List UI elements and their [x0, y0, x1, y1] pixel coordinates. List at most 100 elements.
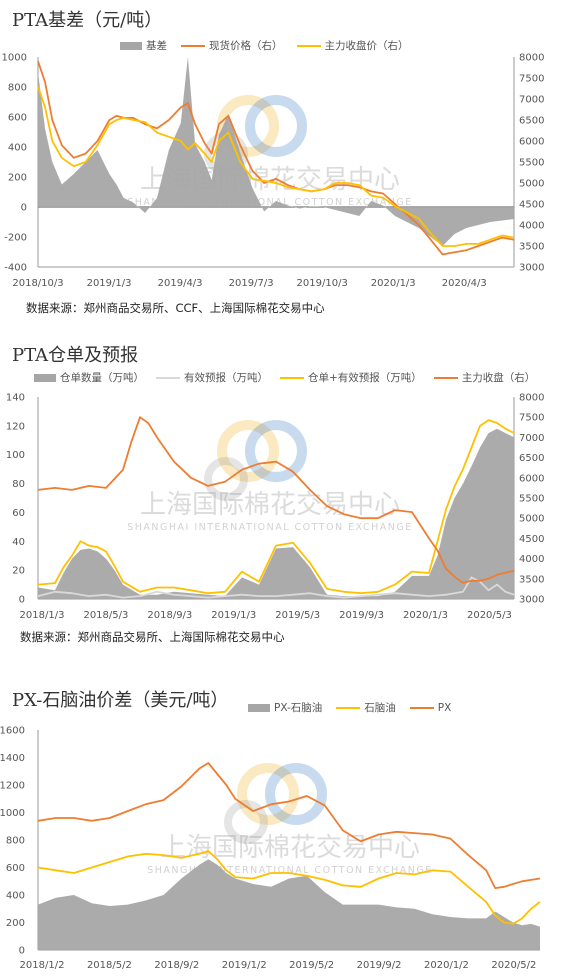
- legend-item-valid-forecast: 有效预报（万吨）: [156, 370, 268, 385]
- legend-swatch: [120, 41, 142, 50]
- y-tick-label-right: 5000: [519, 179, 544, 190]
- watermark-logo-icon: [265, 763, 327, 825]
- x-tick-label: 2019/7/3: [229, 278, 274, 289]
- chart-panel-px-naphtha: PX-石脑油价差（美元/吨） PX-石脑油 石脑油 PX 1600 1400 120…: [0, 678, 561, 976]
- y-tick-label-left: 120: [6, 421, 25, 432]
- y-tick-label-right: 5500: [519, 494, 544, 505]
- y-tick-label-left: 1200: [0, 781, 25, 792]
- watermark-logo-icon: [217, 95, 279, 157]
- series-line-现货价格（右）: [37, 60, 515, 256]
- y-tick-label-left: 60: [12, 508, 25, 519]
- legend-swatch: [181, 44, 205, 47]
- legend-item-warehouse-receipts: 仓单数量（万吨）: [34, 370, 144, 385]
- legend-swatch: [296, 44, 321, 47]
- y-tick-label-right: 6000: [519, 473, 544, 484]
- y-tick-label-right: 4000: [519, 221, 544, 232]
- series-area-PX-石脑油: [38, 859, 540, 950]
- y-tick-label-right: 6500: [519, 116, 544, 127]
- watermark-logo-icon: [245, 420, 307, 482]
- x-tick-label: 2019/4/3: [158, 278, 203, 289]
- watermark-text-en: SHANGHAI INTERNATIONAL COTTON EXCHANGE: [147, 865, 433, 876]
- chart-panel-basis: PTA基差（元/吨） 基差 现货价格（右） 主力收盘价（右） 1000 800 60…: [0, 0, 561, 325]
- y-tick-label-left: 20: [12, 566, 25, 577]
- chart-legend: 基差 现货价格（右） 主力收盘价（右）: [120, 38, 409, 53]
- series-line-石脑油: [37, 850, 541, 925]
- y-tick-label-right: 7500: [519, 74, 544, 85]
- y-tick-label-left: 800: [6, 836, 25, 847]
- x-tick-label: 2020/1/3: [371, 278, 416, 289]
- y-tick-label-right: 3500: [519, 242, 544, 253]
- x-tick-label: 2020/1/3: [403, 610, 448, 621]
- y-tick-label-right: 3000: [519, 263, 544, 274]
- x-tick-label: 2020/5/2: [491, 960, 536, 971]
- y-tick-label-left: -200: [4, 233, 27, 244]
- legend-item-spot-price: 现货价格（右）: [181, 38, 283, 53]
- watermark-logo-icon: [217, 420, 279, 482]
- y-tick-label-right: 4500: [519, 534, 544, 545]
- x-tick-label: 2020/4/3: [442, 278, 487, 289]
- x-tick-label: 2019/1/3: [87, 278, 132, 289]
- x-tick-label: 2019/1/3: [211, 610, 256, 621]
- legend-swatch: [280, 376, 304, 379]
- chart-plot-warehouse: 140 120 100 80 60 40 20 0 8000 7500 7000 6500 6000 55…: [6, 393, 545, 622]
- chart-plot-px-naphtha: 1600 1400 1200 1000 800 600 400 200 0 2018/1/2 201…: [0, 726, 541, 971]
- x-tick-label: 2019/9/2: [357, 960, 402, 971]
- x-tick-label: 2018/1/2: [20, 960, 65, 971]
- y-tick-label-right: 5500: [519, 158, 544, 169]
- x-tick-label: 2020/5/3: [467, 610, 512, 621]
- y-tick-label-left: 400: [8, 143, 27, 154]
- y-tick-label-left: 1400: [0, 753, 25, 764]
- y-tick-label-right: 7000: [519, 433, 544, 444]
- data-source-note: 数据来源：郑州商品交易所、上海国际棉花交易中心: [20, 630, 285, 644]
- y-tick-label-left: 600: [6, 863, 25, 874]
- y-tick-label-left: 0: [19, 595, 25, 606]
- y-tick-label-left: 0: [21, 203, 27, 214]
- chart-legend: 仓单数量（万吨） 有效预报（万吨） 仓单+有效预报（万吨） 主力收盘（右）: [34, 370, 535, 385]
- y-tick-label-right: 3000: [519, 595, 544, 606]
- y-tick-label-right: 7000: [519, 95, 544, 106]
- chart-legend: PX-石脑油 石脑油 PX: [248, 700, 451, 715]
- x-tick-label: 2019/1/2: [222, 960, 267, 971]
- series-line-主力收盘价（右）: [37, 86, 515, 247]
- y-tick-label-left: 100: [6, 450, 25, 461]
- series-line-有效预报（万吨）: [37, 576, 515, 599]
- legend-swatch: [156, 376, 180, 379]
- y-tick-label-right: 4000: [519, 554, 544, 565]
- watermark-text-en: SHANGHAI INTERNATIONAL COTTON EXCHANGE: [127, 522, 413, 533]
- legend-swatch: [248, 703, 270, 712]
- x-tick-label: 2018/9/2: [154, 960, 199, 971]
- y-tick-label-right: 4500: [519, 200, 544, 211]
- series-area-基差: [38, 57, 514, 246]
- y-tick-label-left: -400: [4, 263, 27, 274]
- legend-swatch: [433, 376, 458, 379]
- legend-swatch: [34, 373, 56, 382]
- y-tick-label-left: 200: [8, 173, 27, 184]
- x-tick-label: 2018/5/2: [87, 960, 132, 971]
- y-tick-label-right: 6000: [519, 137, 544, 148]
- y-tick-label-left: 800: [8, 83, 27, 94]
- watermark-text-en: SHANGHAI INTERNATIONAL COTTON EXCHANGE: [127, 197, 413, 208]
- legend-item-basis: 基差: [120, 38, 167, 53]
- series-line-主力收盘（右）: [37, 416, 515, 584]
- y-tick-label-left: 40: [12, 537, 25, 548]
- legend-item-px-naphtha-spread: PX-石脑油: [248, 700, 322, 715]
- y-tick-label-left: 140: [6, 393, 25, 404]
- y-tick-label-right: 5000: [519, 514, 544, 525]
- legend-item-receipts-plus-forecast: 仓单+有效预报（万吨）: [280, 370, 422, 385]
- legend-swatch: [409, 706, 434, 709]
- legend-item-main-close: 主力收盘价（右）: [296, 38, 409, 53]
- series-line-仓单+有效预报（万吨）: [37, 419, 515, 595]
- y-tick-label-right: 6500: [519, 453, 544, 464]
- y-tick-label-left: 200: [6, 918, 25, 929]
- data-source-note: 数据来源：郑州商品交易所、CCF、上海国际棉花交易中心: [26, 301, 325, 315]
- chart-title: PTA基差（元/吨）: [12, 10, 163, 31]
- legend-item-px: PX: [409, 700, 451, 715]
- watermark-logo-icon: [204, 457, 248, 501]
- watermark-text: 上海国际棉花交易中心: [140, 490, 400, 520]
- x-tick-label: 2018/1/3: [20, 610, 65, 621]
- y-tick-label-left: 80: [12, 479, 25, 490]
- chart-title: PX-石脑油价差（美元/吨）: [12, 690, 229, 711]
- watermark-logo-icon: [224, 800, 268, 844]
- x-tick-label: 2018/10/3: [12, 278, 63, 289]
- y-tick-label-left: 400: [6, 891, 25, 902]
